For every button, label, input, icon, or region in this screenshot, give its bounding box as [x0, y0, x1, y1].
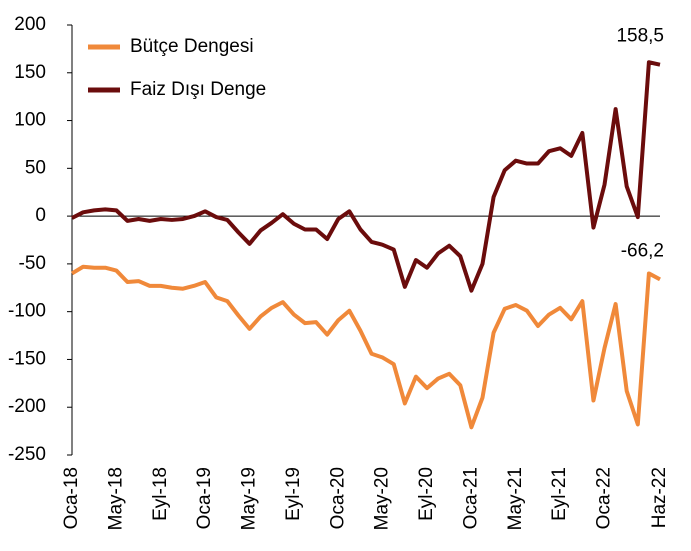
- y-tick-label: 100: [14, 110, 46, 131]
- legend-label: Faiz Dışı Denge: [130, 79, 266, 100]
- y-tick-label: 150: [14, 62, 46, 83]
- y-tick-label: -250: [8, 444, 46, 465]
- x-tick-label: Oca-19: [194, 467, 215, 529]
- x-tick-label: Eyl-19: [283, 467, 304, 521]
- y-tick-label: -100: [8, 301, 46, 322]
- x-tick-label: May-19: [239, 467, 260, 530]
- x-tick-label: Eyl-18: [150, 467, 171, 521]
- legend-label: Bütçe Dengesi: [130, 36, 254, 57]
- x-tick-label: Oca-20: [327, 467, 348, 529]
- x-tick-label: Oca-18: [61, 467, 82, 529]
- y-tick-label: -200: [8, 396, 46, 417]
- x-tick-label: Oca-22: [594, 467, 615, 529]
- x-tick-label: May-21: [505, 467, 526, 530]
- y-tick-label: 50: [25, 157, 46, 178]
- y-tick-label: -50: [19, 253, 46, 274]
- y-tick-label: 0: [35, 205, 46, 226]
- x-tick-label: May-18: [105, 467, 126, 530]
- x-tick-label: May-20: [372, 467, 393, 530]
- y-tick-label: -150: [8, 348, 46, 369]
- data-label: -66,2: [621, 240, 664, 261]
- x-tick-label: Eyl-21: [549, 467, 570, 521]
- line: [71, 60, 661, 293]
- line: [70, 264, 661, 430]
- x-tick-label: Eyl-20: [416, 467, 437, 521]
- x-tick-label: Haz-22: [649, 467, 670, 528]
- data-label: 158,5: [616, 26, 664, 47]
- x-tick-label: Oca-21: [460, 467, 481, 529]
- y-tick-label: 200: [14, 14, 46, 35]
